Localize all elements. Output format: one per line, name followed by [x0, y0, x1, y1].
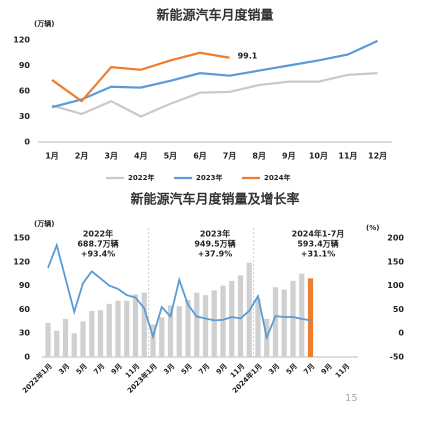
chart-title: 新能源汽车月度销量及增长率 — [130, 192, 299, 208]
series-line — [47, 242, 311, 341]
series-line — [51, 51, 230, 103]
annotation: 949.5万辆 — [194, 239, 235, 249]
bar — [141, 292, 147, 357]
bar — [220, 285, 226, 357]
data-label: 99.1 — [238, 51, 258, 60]
y2-tick-label: 100 — [387, 281, 404, 290]
annotation: 593.4万辆 — [297, 239, 338, 249]
x-tick-label: 3月 — [57, 362, 71, 376]
bar — [281, 289, 287, 357]
page-number: 15 — [345, 393, 358, 404]
x-tick-label: 5月 — [285, 362, 299, 376]
x-tick-label: 4月 — [134, 152, 148, 161]
y2-tick-label: 150 — [387, 257, 404, 266]
y-tick-label: 150 — [13, 234, 30, 243]
bar — [299, 273, 305, 357]
x-tick-label: 2022年1月 — [20, 361, 53, 394]
bar — [159, 317, 165, 357]
annotation: 2022年 — [83, 229, 113, 239]
y-tick-label: 120 — [13, 36, 30, 45]
bar — [97, 310, 104, 357]
annotation: 2023年 — [200, 229, 230, 239]
bar — [237, 275, 244, 357]
y-tick-label: 30 — [19, 329, 31, 338]
y-unit: (万辆) — [34, 219, 54, 228]
y-unit: (万辆) — [34, 19, 54, 28]
bar — [89, 310, 95, 357]
annotation: 2024年1-7月 — [292, 229, 345, 239]
bar — [194, 292, 200, 357]
x-tick-label: 7月 — [92, 362, 106, 376]
bar — [115, 300, 121, 357]
y-tick-label: 0 — [24, 353, 30, 362]
bar — [229, 280, 235, 357]
bar — [167, 305, 174, 357]
chart-title: 新能源汽车月度销量 — [156, 8, 273, 24]
y2-unit: (%) — [366, 224, 379, 232]
y-tick-label: 60 — [19, 305, 31, 314]
y-tick-label: 60 — [19, 87, 31, 96]
bar — [176, 306, 182, 357]
x-tick-label: 11月 — [338, 152, 357, 161]
y2-tick-label: -50 — [390, 353, 405, 362]
y-tick-label: 90 — [19, 281, 31, 290]
bar — [202, 295, 209, 357]
x-tick-label: 1月 — [45, 152, 59, 161]
bar — [80, 321, 86, 357]
x-tick-label: 10月 — [309, 152, 328, 161]
bar — [106, 303, 112, 357]
bar — [272, 287, 279, 357]
bar — [54, 330, 60, 357]
bar — [307, 278, 314, 357]
x-tick-label: 9月 — [215, 362, 229, 376]
bar — [132, 294, 139, 357]
bar — [211, 290, 217, 357]
x-tick-label: 6月 — [193, 152, 207, 161]
bar — [290, 280, 296, 357]
legend-label: 2024年 — [264, 173, 290, 182]
y2-tick-label: 200 — [387, 234, 404, 243]
bar — [45, 322, 51, 357]
y-tick-label: 30 — [19, 112, 31, 121]
x-tick-label: 9月 — [282, 152, 296, 161]
x-tick-label: 3月 — [267, 362, 281, 376]
y2-tick-label: 50 — [393, 305, 405, 314]
x-tick-label: 3月 — [162, 362, 176, 376]
y-tick-label: 0 — [24, 138, 30, 147]
x-tick-label: 7月 — [223, 152, 237, 161]
bar — [185, 299, 191, 357]
x-tick-label: 2月 — [75, 152, 89, 161]
x-tick-label: 9月 — [320, 362, 334, 376]
x-tick-label: 7月 — [302, 362, 316, 376]
x-tick-label: 12月 — [368, 152, 387, 161]
series-line — [51, 39, 379, 109]
x-tick-label: 9月 — [110, 362, 124, 376]
x-tick-label: 7月 — [197, 362, 211, 376]
y-tick-label: 90 — [19, 61, 31, 70]
annotation: +93.4% — [81, 250, 115, 259]
x-tick-label: 11月 — [334, 362, 352, 380]
annotation: 688.7万辆 — [77, 239, 118, 249]
x-tick-label: 5月 — [180, 362, 194, 376]
legend-label: 2022年 — [128, 173, 154, 182]
x-tick-label: 5月 — [164, 152, 178, 161]
x-tick-label: 3月 — [104, 152, 118, 161]
bar — [150, 324, 156, 357]
bar — [255, 299, 261, 357]
x-tick-label: 5月 — [75, 362, 89, 376]
y-tick-label: 120 — [13, 257, 30, 266]
annotation: +31.1% — [301, 250, 335, 259]
x-tick-label: 8月 — [252, 152, 266, 161]
legend-label: 2023年 — [196, 173, 222, 182]
bar — [124, 300, 130, 357]
bar — [71, 333, 77, 357]
y2-tick-label: 0 — [398, 329, 404, 338]
bar — [62, 318, 69, 357]
series-line — [51, 72, 378, 118]
annotation: +37.9% — [198, 250, 232, 259]
